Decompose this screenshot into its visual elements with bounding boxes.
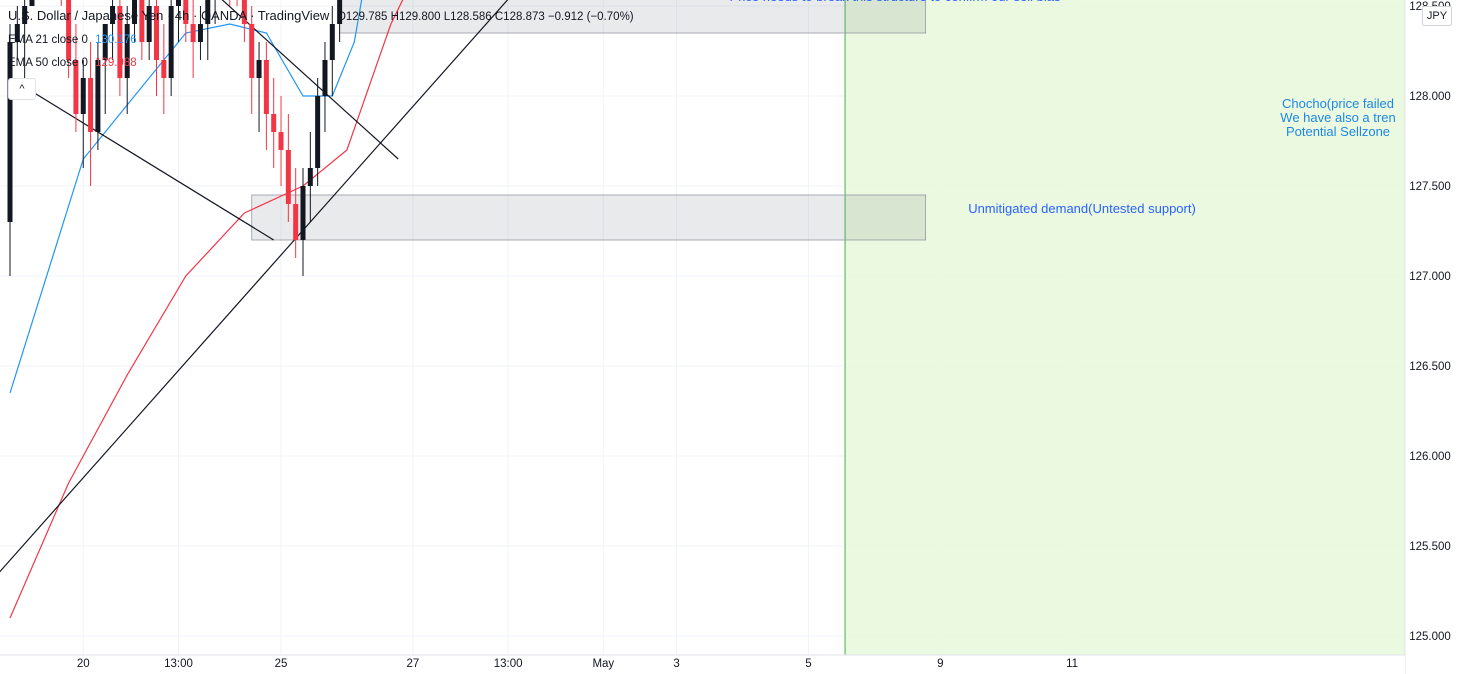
candle-body[interactable] — [88, 78, 94, 132]
candle-body[interactable] — [322, 60, 328, 96]
ema21-value: 130.176 — [95, 34, 137, 46]
candle-body[interactable] — [168, 6, 174, 78]
forecast-label-line: We have also a tren — [1280, 110, 1395, 125]
candle-body[interactable] — [139, 0, 145, 42]
price-tick-label: 126.000 — [1409, 451, 1451, 463]
candle-body[interactable] — [329, 24, 335, 60]
ema50-legend[interactable]: EMA 50 close 0 129.988 — [8, 57, 137, 69]
candle-body[interactable] — [110, 6, 116, 24]
time-tick-label: 9 — [937, 658, 943, 670]
candle-body[interactable] — [7, 42, 13, 222]
forecast-label-line: Chocho(price failed — [1282, 96, 1394, 111]
time-tick-label: 27 — [406, 658, 419, 670]
candle-body[interactable] — [293, 204, 299, 240]
candle-body[interactable] — [22, 6, 28, 24]
candle-body[interactable] — [263, 60, 269, 114]
forecast-zone — [845, 0, 1405, 655]
candle-body[interactable] — [102, 24, 108, 60]
time-tick-label: 13:00 — [494, 658, 523, 670]
ema50-line — [9, 0, 404, 619]
currency-button[interactable]: JPY — [1422, 6, 1452, 26]
candle-body[interactable] — [29, 0, 35, 6]
forecast-label-line: Potential Sellzone — [1286, 124, 1390, 139]
time-tick-label: May — [592, 658, 614, 670]
ema21-legend[interactable]: EMA 21 close 0 130.176 — [8, 34, 137, 46]
chart-header: U.S. Dollar / Japanese Yen · 4h · OANDA … — [8, 8, 634, 23]
time-axis[interactable] — [0, 655, 1405, 674]
candle-body[interactable] — [285, 150, 291, 204]
candle-body[interactable] — [124, 24, 130, 78]
time-tick-label: 25 — [275, 658, 288, 670]
candle-body[interactable] — [132, 0, 138, 24]
price-tick-label: 127.500 — [1409, 181, 1451, 193]
candle-body[interactable] — [197, 24, 203, 42]
candle-body[interactable] — [95, 60, 101, 132]
time-tick-label: 3 — [673, 658, 679, 670]
candle-body[interactable] — [300, 186, 306, 240]
candle-body[interactable] — [241, 0, 247, 24]
ema21-label: EMA 21 close 0 — [8, 34, 88, 46]
time-tick-label: 11 — [1066, 658, 1078, 670]
candle-body[interactable] — [66, 0, 72, 60]
ema50-value: 129.988 — [95, 57, 137, 69]
candle-body[interactable] — [256, 60, 262, 78]
candle-body[interactable] — [183, 0, 189, 24]
price-tick-label: 127.000 — [1409, 271, 1451, 283]
symbol-title[interactable]: U.S. Dollar / Japanese Yen · 4h · OANDA … — [8, 8, 330, 23]
price-tick-label: 125.500 — [1409, 541, 1451, 553]
candle-body[interactable] — [175, 0, 181, 6]
price-tick-label: 125.000 — [1409, 631, 1451, 643]
candle-body[interactable] — [14, 24, 20, 42]
price-axis[interactable] — [1405, 0, 1463, 674]
collapse-legend-button[interactable]: ^ — [8, 78, 36, 100]
trend-line[interactable] — [54, 0, 399, 160]
candle-body[interactable] — [117, 6, 123, 78]
candle-body[interactable] — [146, 6, 152, 42]
ohlc-readout: O129.785 H129.800 L128.586 C128.873 −0.9… — [336, 11, 634, 23]
candle-body[interactable] — [249, 24, 255, 78]
candle-body[interactable] — [315, 96, 321, 168]
candle-body[interactable] — [271, 114, 277, 132]
ema50-label: EMA 50 close 0 — [8, 57, 88, 69]
demand-zone-label: Unmitigated demand(Untested support) — [968, 201, 1196, 216]
candle-body[interactable] — [190, 24, 196, 42]
zone-rect — [251, 194, 927, 241]
time-tick-label: 20 — [77, 658, 90, 670]
time-tick-label: 13:00 — [164, 658, 193, 670]
candle-body[interactable] — [278, 132, 284, 150]
structure-label: Price needs to break this structure to c… — [730, 0, 1061, 4]
price-tick-label: 126.500 — [1409, 361, 1451, 373]
candle-body[interactable] — [205, 0, 211, 24]
trend-line[interactable] — [9, 77, 275, 241]
candle-body[interactable] — [73, 60, 79, 114]
candle-body[interactable] — [337, 0, 343, 24]
price-tick-label: 128.000 — [1409, 91, 1451, 103]
candle-body[interactable] — [307, 168, 313, 186]
candle-body[interactable] — [80, 78, 86, 114]
candle-body[interactable] — [154, 6, 159, 60]
candle-body[interactable] — [161, 60, 167, 78]
time-tick-label: 5 — [805, 658, 811, 670]
zone-rect — [339, 0, 927, 34]
trend-line[interactable] — [0, 0, 926, 618]
ema21-line — [9, 0, 363, 394]
